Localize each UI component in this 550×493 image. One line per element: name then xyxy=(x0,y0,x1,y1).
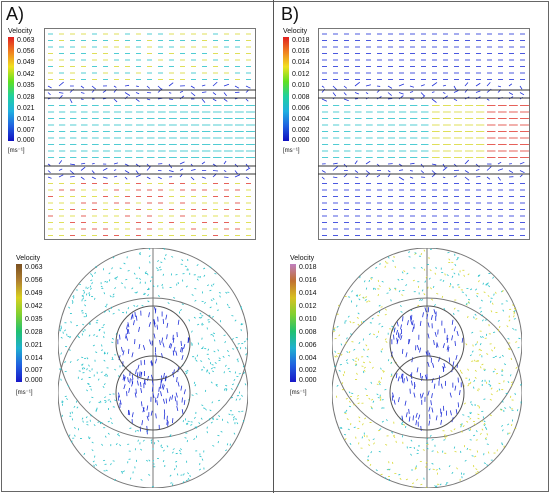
legend-tick: 0.008 xyxy=(292,94,310,101)
colorbar xyxy=(290,264,296,382)
panel-a-top-legend: Velocity 0.063 0.056 0.049 0.042 0.035 0… xyxy=(8,28,44,158)
legend-tick: 0.006 xyxy=(299,342,317,349)
legend-tick: 0.056 xyxy=(17,48,35,55)
legend-tick: 0.021 xyxy=(25,342,43,349)
legend-tick: 0.063 xyxy=(25,264,43,271)
legend-tick: 0.063 xyxy=(17,37,35,44)
legend-title: Velocity xyxy=(283,28,308,35)
colorbar xyxy=(16,264,22,382)
legend-tick: 0.014 xyxy=(17,116,35,123)
panel-b-cross-section-vector-field xyxy=(332,248,522,488)
legend-tick: 0.042 xyxy=(17,71,35,78)
legend-tick: 0.028 xyxy=(25,329,43,336)
legend-tick: 0.000 xyxy=(292,137,310,144)
legend-tick: 0.028 xyxy=(17,94,35,101)
legend-tick: 0.035 xyxy=(17,82,35,89)
legend-tick: 0.006 xyxy=(292,105,310,112)
legend-tick: 0.010 xyxy=(292,82,310,89)
legend-tick: 0.016 xyxy=(299,277,317,284)
panel-a-label: A) xyxy=(6,4,24,24)
legend-tick: 0.007 xyxy=(25,367,43,374)
legend-tick: 0.018 xyxy=(299,264,317,271)
legend-tick: 0.018 xyxy=(292,37,310,44)
legend-tick: 0.014 xyxy=(292,59,310,66)
legend-unit: [ms⁻¹] xyxy=(290,390,307,396)
legend-tick: 0.010 xyxy=(299,316,317,323)
legend-tick: 0.008 xyxy=(299,329,317,336)
legend-tick: 0.000 xyxy=(17,137,35,144)
legend-unit: [ms⁻¹] xyxy=(16,390,33,396)
legend-title: Velocity xyxy=(290,255,315,262)
panel-a-bottom-legend: Velocity 0.063 0.056 0.049 0.042 0.035 0… xyxy=(16,255,52,396)
panel-b-longitudinal-vector-field xyxy=(318,28,530,240)
legend-tick: 0.042 xyxy=(25,303,43,310)
legend-tick: 0.012 xyxy=(292,71,310,78)
legend-tick: 0.016 xyxy=(292,48,310,55)
legend-tick: 0.002 xyxy=(292,127,310,134)
legend-tick: 0.012 xyxy=(299,303,317,310)
colorbar xyxy=(8,37,14,141)
legend-title: Velocity xyxy=(16,255,41,262)
panel-divider xyxy=(273,0,274,493)
legend-unit: [ms⁻¹] xyxy=(283,148,300,154)
legend-tick: 0.021 xyxy=(17,105,35,112)
legend-tick: 0.000 xyxy=(25,377,43,384)
legend-tick: 0.004 xyxy=(299,355,317,362)
panel-b-label: B) xyxy=(281,4,299,24)
panel-a-longitudinal-vector-field xyxy=(44,28,256,240)
legend-tick: 0.014 xyxy=(25,355,43,362)
legend-tick: 0.049 xyxy=(17,59,35,66)
legend-unit: [ms⁻¹] xyxy=(8,148,25,154)
legend-tick: 0.007 xyxy=(17,127,35,134)
legend-tick: 0.002 xyxy=(299,367,317,374)
panel-b-top-legend: Velocity 0.018 0.016 0.014 0.012 0.010 0… xyxy=(283,28,319,158)
legend-tick: 0.056 xyxy=(25,277,43,284)
panel-b-bottom-legend: Velocity 0.018 0.016 0.014 0.012 0.010 0… xyxy=(290,255,326,396)
legend-tick: 0.004 xyxy=(292,116,310,123)
legend-tick: 0.000 xyxy=(299,377,317,384)
legend-tick: 0.014 xyxy=(299,290,317,297)
legend-tick: 0.049 xyxy=(25,290,43,297)
legend-title: Velocity xyxy=(8,28,33,35)
panel-a-cross-section-vector-field xyxy=(58,248,248,488)
legend-tick: 0.035 xyxy=(25,316,43,323)
colorbar xyxy=(283,37,289,141)
